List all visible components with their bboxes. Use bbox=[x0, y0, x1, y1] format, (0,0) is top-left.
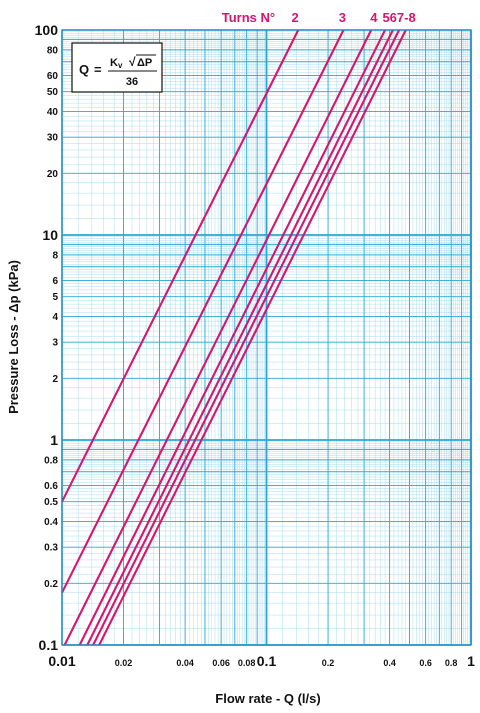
turn-label: 2 bbox=[291, 10, 298, 25]
series-line-turn-3 bbox=[61, 29, 345, 594]
formula-box-frame bbox=[71, 42, 163, 93]
y-tick-label: 0.1 bbox=[39, 637, 59, 653]
formula-kv: Kv bbox=[110, 57, 123, 70]
turn-labels: Turns N° 2 3 4 567-8 bbox=[222, 10, 416, 25]
x-tick-label: 0.2 bbox=[322, 658, 335, 668]
y-tick-label: 3 bbox=[52, 338, 58, 349]
y-tick-label: 30 bbox=[47, 133, 59, 144]
y-tick-label: 2 bbox=[52, 374, 58, 385]
y-tick-label: 0.3 bbox=[44, 543, 58, 554]
y-tick-label: 80 bbox=[47, 45, 59, 56]
y-tick-label: 50 bbox=[47, 87, 59, 98]
series-line-turn-5 bbox=[78, 29, 387, 646]
y-tick-label: 10 bbox=[42, 227, 58, 243]
series-line-turn-7 bbox=[92, 29, 401, 646]
x-tick-label: 0.02 bbox=[115, 658, 133, 668]
major-grid bbox=[61, 29, 472, 646]
turn-label: 4 bbox=[370, 10, 378, 25]
turn-label: 567-8 bbox=[382, 10, 415, 25]
x-tick-label: 0.06 bbox=[212, 658, 230, 668]
x-tick-label: 0.6 bbox=[419, 658, 432, 668]
y-tick-label: 6 bbox=[52, 276, 58, 287]
formula-lhs: Q bbox=[79, 62, 89, 77]
formula-equals: = bbox=[94, 62, 102, 77]
x-tick-label: 0.04 bbox=[176, 658, 194, 668]
y-tick-label: 40 bbox=[47, 107, 59, 118]
y-tick-label: 8 bbox=[52, 250, 58, 261]
turn-label: 3 bbox=[339, 10, 346, 25]
x-tick-label: 0.8 bbox=[445, 658, 458, 668]
x-tick-label: 0.01 bbox=[48, 653, 75, 669]
x-axis-label: Flow rate - Q (l/s) bbox=[215, 691, 320, 706]
series-line-turn-6 bbox=[86, 29, 394, 646]
y-axis-label: Pressure Loss - Δp (kPa) bbox=[6, 260, 21, 414]
y-tick-label: 0.4 bbox=[44, 517, 58, 528]
y-tick-label: 100 bbox=[35, 22, 59, 38]
y-tick-label: 0.5 bbox=[44, 497, 58, 508]
x-tick-label: 0.1 bbox=[257, 653, 277, 669]
x-tick-label: 1 bbox=[467, 653, 475, 669]
y-tick-label: 4 bbox=[52, 312, 58, 323]
x-tick-label: 0.4 bbox=[383, 658, 396, 668]
formula-sqrt: √ bbox=[129, 55, 136, 69]
series-lines bbox=[61, 29, 407, 646]
formula-denominator: 36 bbox=[126, 76, 138, 88]
y-tick-label: 20 bbox=[47, 169, 59, 180]
y-tick-label: 0.2 bbox=[44, 579, 58, 590]
turns-title: Turns N° bbox=[222, 10, 275, 25]
y-tick-label: 0.6 bbox=[44, 481, 58, 492]
y-tick-label: 5 bbox=[52, 292, 58, 303]
series-line-turn-4 bbox=[63, 29, 373, 646]
x-tick-label: 0.08 bbox=[238, 658, 256, 668]
series-line-turn-8 bbox=[98, 29, 407, 646]
formula-dp: ΔP bbox=[137, 57, 152, 69]
x-tick-labels: 0.01 0.02 0.04 0.06 0.08 0.1 0.2 0.4 0.6 0.8 1 bbox=[48, 653, 475, 669]
formula-box: Q = Kv √ ΔP 36 bbox=[71, 42, 163, 93]
series-line-turn-2 bbox=[61, 29, 300, 503]
y-tick-label: 0.8 bbox=[44, 455, 58, 466]
y-tick-label: 60 bbox=[47, 71, 59, 82]
y-tick-label: 1 bbox=[50, 432, 58, 448]
plot-frame bbox=[61, 29, 472, 646]
y-tick-labels: 100 80 60 50 40 30 20 10 8 6 5 4 3 2 1 0.8 0.6 0.5 0.4 0.3 0… bbox=[35, 22, 59, 653]
